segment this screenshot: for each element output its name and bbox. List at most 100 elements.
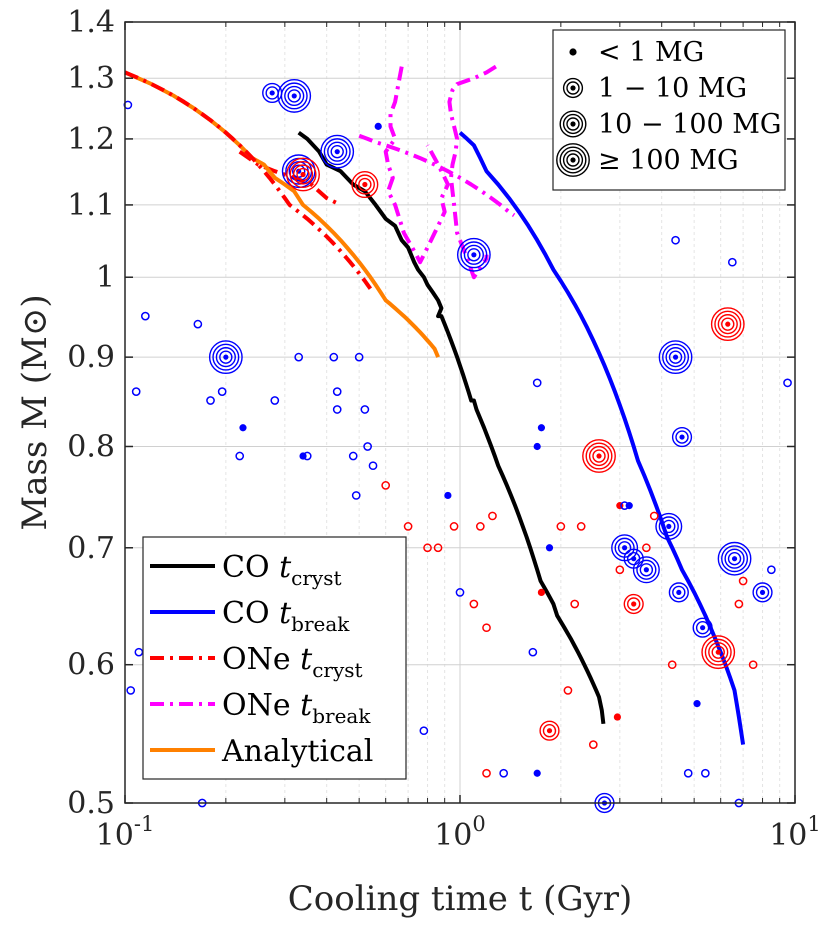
marker-ring xyxy=(668,350,683,364)
legend-field-label: 1 − 10 MG xyxy=(598,73,747,104)
data-point xyxy=(456,237,491,272)
data-point xyxy=(217,387,227,396)
axis-ticks: 0.5 0.6 0.7 0.8 0.9 1 1.1 1.2 1.3 1.4 10-1 100 101 xyxy=(67,5,821,853)
marker-ring xyxy=(566,153,580,167)
marker-ring xyxy=(727,257,737,267)
data-point xyxy=(374,122,382,130)
marker-ring xyxy=(662,519,676,534)
data-point xyxy=(748,660,758,670)
marker-ring xyxy=(482,623,491,633)
y-tick-label: 1.3 xyxy=(67,61,115,96)
marker-ring xyxy=(126,686,136,695)
data-point xyxy=(625,502,633,510)
y-tick-label: 0.8 xyxy=(67,429,115,464)
data-point xyxy=(140,311,150,321)
marker-ring xyxy=(327,141,348,162)
marker-ring xyxy=(368,461,378,471)
marker-ring xyxy=(566,117,580,131)
x-tick-label: 100 xyxy=(434,812,486,853)
data-point xyxy=(363,442,372,451)
marker-ring xyxy=(208,340,243,375)
data-point xyxy=(537,424,546,432)
marker-ring xyxy=(363,442,372,451)
marker-dot xyxy=(223,354,229,360)
marker-dot xyxy=(570,85,576,91)
marker-ring xyxy=(667,660,677,670)
marker-ring xyxy=(708,642,729,663)
marker-ring xyxy=(559,110,587,138)
data-point xyxy=(208,340,243,375)
data-point xyxy=(239,424,247,432)
data-point xyxy=(134,647,144,657)
marker-ring xyxy=(358,177,372,192)
marker-dot xyxy=(759,589,766,596)
data-point xyxy=(354,352,364,362)
data-point xyxy=(419,726,429,736)
data-point xyxy=(613,713,621,721)
data-point xyxy=(683,768,693,778)
data-point xyxy=(642,543,651,553)
marker-ring xyxy=(449,522,459,531)
marker-ring xyxy=(755,585,770,600)
marker-ring xyxy=(562,149,584,171)
marker-dot xyxy=(546,728,553,734)
data-point xyxy=(444,491,452,500)
marker-ring xyxy=(559,146,587,174)
data-point xyxy=(556,522,566,531)
marker-ring xyxy=(403,522,413,531)
marker-dot xyxy=(613,713,621,721)
legend-field-box xyxy=(552,29,786,191)
marker-ring xyxy=(296,167,310,182)
marker-ring xyxy=(704,638,732,666)
marker-ring xyxy=(455,588,465,597)
marker-ring xyxy=(767,565,776,575)
data-point xyxy=(433,543,443,553)
data-point xyxy=(701,635,736,670)
marker-ring xyxy=(287,89,301,103)
data-point xyxy=(545,544,554,552)
marker-dot xyxy=(700,625,706,631)
marker-ring xyxy=(433,543,443,553)
marker-ring xyxy=(280,82,308,110)
y-tick-label: 0.6 xyxy=(67,648,115,683)
data-point xyxy=(623,593,644,615)
data-point xyxy=(277,79,312,113)
marker-ring xyxy=(711,645,725,659)
marker-ring xyxy=(671,235,680,245)
marker-ring xyxy=(354,174,375,195)
marker-dot xyxy=(471,252,477,258)
marker-ring xyxy=(662,343,690,371)
marker-ring xyxy=(140,311,150,321)
marker-ring xyxy=(217,387,227,396)
marker-ring xyxy=(582,439,616,473)
marker-ring xyxy=(556,522,566,531)
marker-ring xyxy=(423,543,432,553)
marker-ring xyxy=(701,768,710,778)
marker-ring xyxy=(695,620,710,635)
data-point xyxy=(499,768,509,778)
marker-ring xyxy=(360,405,370,414)
marker-ring xyxy=(642,543,651,553)
data-point xyxy=(482,768,491,778)
marker-ring xyxy=(488,511,497,521)
data-point xyxy=(576,522,586,531)
marker-ring xyxy=(467,248,481,262)
data-point xyxy=(649,511,659,521)
series-line-extra xyxy=(383,66,450,265)
marker-ring xyxy=(639,563,654,577)
y-tick-label: 0.9 xyxy=(67,340,115,375)
data-point xyxy=(532,378,542,388)
marker-ring xyxy=(330,144,344,159)
marker-ring xyxy=(701,635,736,670)
data-point xyxy=(667,660,677,670)
data-point xyxy=(423,543,432,553)
marker-dot xyxy=(596,453,602,459)
data-point xyxy=(403,522,413,531)
data-point xyxy=(270,396,280,405)
data-point xyxy=(131,387,141,396)
data-point xyxy=(563,686,573,695)
x-tick-label: 10-1 xyxy=(96,812,155,853)
marker-ring xyxy=(206,396,215,405)
marker-ring xyxy=(215,347,236,368)
marker-ring xyxy=(131,387,141,396)
